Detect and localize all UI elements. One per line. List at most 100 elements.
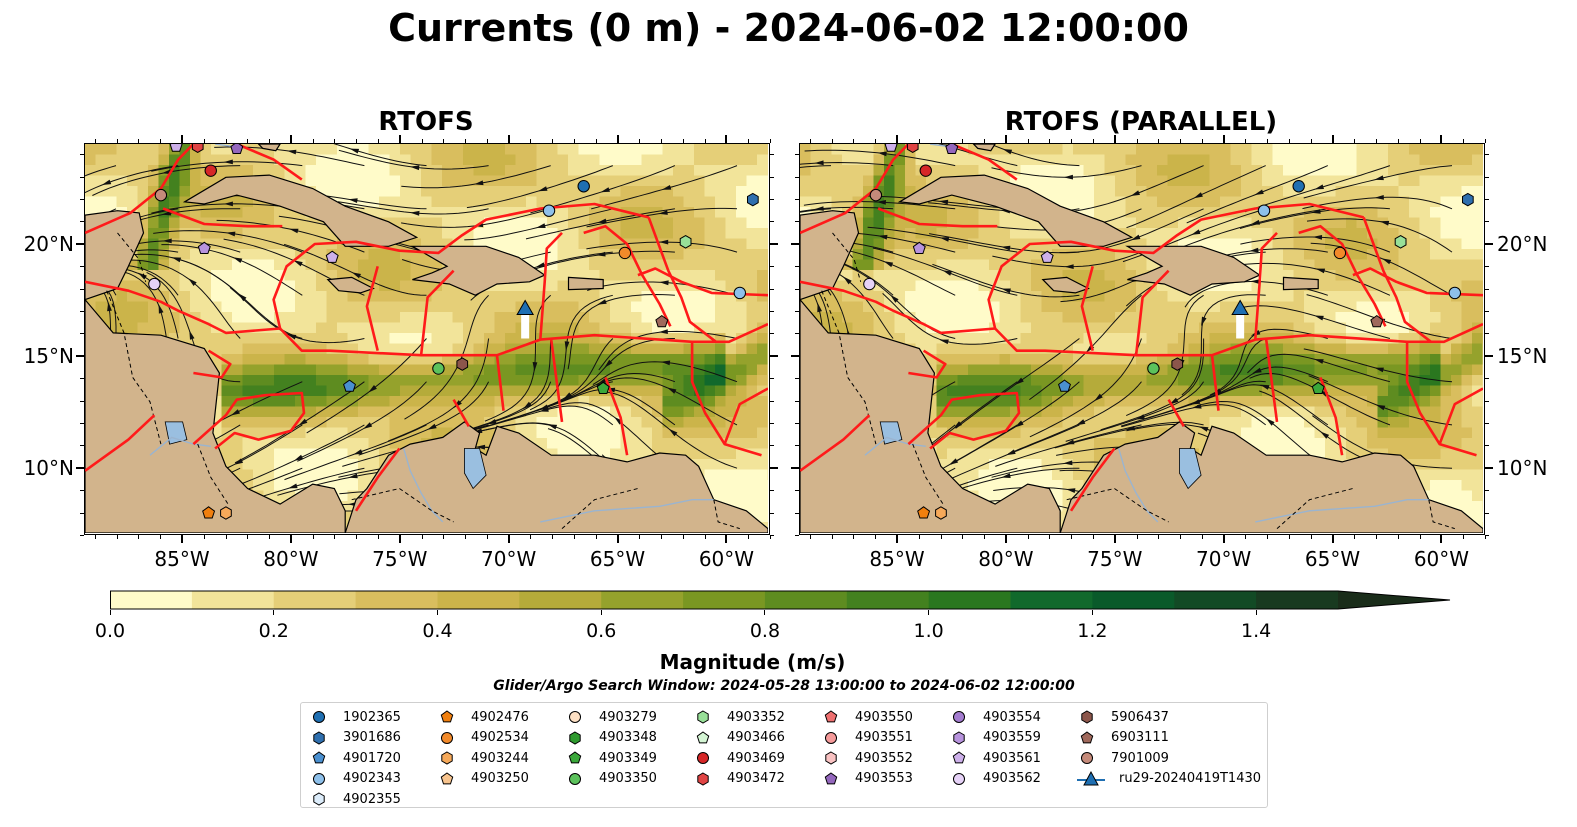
argo-float-marker[interactable] bbox=[1448, 286, 1462, 300]
legend-entry[interactable]: 4903352 bbox=[693, 707, 785, 728]
legend-label: 4903250 bbox=[471, 771, 529, 787]
legend-column: 4903550 4903551 4903552 4903553 bbox=[821, 707, 913, 789]
legend-entry[interactable]: 4903561 bbox=[949, 748, 1041, 769]
lat-minor-tick bbox=[770, 243, 774, 245]
colorbar-extend-arrow bbox=[1338, 591, 1450, 609]
argo-float-marker[interactable] bbox=[863, 277, 876, 291]
argo-float-marker[interactable] bbox=[1040, 250, 1054, 263]
argo-float-marker[interactable] bbox=[912, 241, 926, 254]
argo-float-marker[interactable] bbox=[1333, 246, 1347, 260]
lat-minor-tick bbox=[795, 176, 799, 178]
argo-float-marker[interactable] bbox=[432, 362, 445, 375]
legend-entry[interactable]: 4903551 bbox=[821, 728, 913, 749]
lon-minor-tick bbox=[897, 139, 898, 143]
argo-float-marker[interactable] bbox=[154, 188, 168, 202]
argo-float-marker[interactable] bbox=[917, 506, 931, 519]
legend-entry[interactable]: 7901009 bbox=[1077, 748, 1261, 769]
argo-float-marker[interactable] bbox=[935, 506, 947, 520]
legend-label: 4902355 bbox=[343, 791, 401, 807]
argo-float-marker[interactable] bbox=[148, 277, 161, 291]
argo-float-marker[interactable] bbox=[1147, 362, 1160, 375]
lat-minor-tick bbox=[770, 400, 774, 402]
lon-minor-tick bbox=[1027, 139, 1029, 143]
argo-float-marker[interactable] bbox=[325, 250, 339, 263]
legend-entry[interactable]: 4903469 bbox=[693, 748, 785, 769]
current-map-rtofs-parallel bbox=[800, 144, 1484, 534]
legend-entry[interactable]: 4903466 bbox=[693, 728, 785, 749]
argo-float-marker[interactable] bbox=[733, 286, 747, 300]
argo-float-marker[interactable] bbox=[169, 144, 183, 152]
lat-minor-tick bbox=[770, 154, 774, 156]
legend-entry[interactable]: 4903553 bbox=[821, 769, 913, 790]
legend-entry[interactable]: 4903250 bbox=[437, 769, 529, 790]
colorbar-bin bbox=[928, 591, 1012, 609]
argo-float-marker[interactable] bbox=[1311, 381, 1325, 394]
argo-float-marker[interactable] bbox=[220, 506, 232, 520]
argo-float-marker[interactable] bbox=[884, 144, 898, 152]
legend-entry[interactable]: 5906437 bbox=[1077, 707, 1261, 728]
argo-float-marker[interactable] bbox=[679, 235, 692, 249]
colorbar-tick-label: 0.6 bbox=[586, 620, 617, 642]
lat-minor-tick bbox=[80, 266, 84, 268]
legend-label: 4903469 bbox=[727, 750, 785, 766]
glider-marker[interactable] bbox=[516, 299, 535, 315]
legend-entry[interactable]: 4903550 bbox=[821, 707, 913, 728]
legend-entry[interactable]: 1902365 bbox=[309, 707, 401, 728]
legend-entry[interactable]: 4901720 bbox=[309, 748, 401, 769]
argo-float-marker[interactable] bbox=[655, 314, 669, 328]
legend-label: 5906437 bbox=[1111, 709, 1169, 725]
argo-float-marker[interactable] bbox=[1370, 314, 1384, 328]
argo-float-marker[interactable] bbox=[343, 379, 356, 392]
legend-entry[interactable]: 4902355 bbox=[309, 789, 401, 810]
argo-float-marker[interactable] bbox=[204, 164, 217, 177]
argo-float-marker[interactable] bbox=[197, 241, 211, 254]
argo-float-marker[interactable] bbox=[230, 144, 244, 154]
legend-entry[interactable]: 4903472 bbox=[693, 769, 785, 790]
legend-entry[interactable]: 4903244 bbox=[437, 748, 529, 769]
argo-float-marker[interactable] bbox=[191, 144, 204, 153]
map-panel-rtofs[interactable] bbox=[84, 143, 770, 535]
argo-float-marker[interactable] bbox=[456, 357, 469, 371]
argo-float-marker[interactable] bbox=[1394, 235, 1407, 249]
legend-label: 4903554 bbox=[983, 709, 1041, 725]
legend-entry[interactable]: 3901686 bbox=[309, 728, 401, 749]
lon-minor-tick bbox=[1397, 139, 1399, 143]
lat-minor-tick bbox=[795, 490, 799, 492]
legend-entry[interactable]: 4902476 bbox=[437, 707, 529, 728]
legend-entry[interactable]: 4902534 bbox=[437, 728, 529, 749]
argo-float-marker[interactable] bbox=[202, 506, 216, 519]
legend-entry[interactable]: 4902343 bbox=[309, 769, 401, 790]
legend-entry[interactable]: 4903279 bbox=[565, 707, 657, 728]
legend-entry[interactable]: 4903348 bbox=[565, 728, 657, 749]
argo-float-marker[interactable] bbox=[1171, 357, 1184, 371]
legend-entry[interactable]: 4903349 bbox=[565, 748, 657, 769]
lon-minor-tick bbox=[1419, 139, 1421, 143]
argo-float-marker[interactable] bbox=[1058, 379, 1071, 392]
colorbar-tick-mark bbox=[273, 610, 275, 615]
legend-entry[interactable]: 6903111 bbox=[1077, 728, 1261, 749]
argo-float-marker[interactable] bbox=[747, 192, 759, 207]
argo-float-marker[interactable] bbox=[1462, 192, 1474, 207]
glider-marker[interactable] bbox=[1231, 299, 1250, 315]
argo-float-marker[interactable] bbox=[869, 188, 883, 202]
lon-minor-tick bbox=[247, 139, 249, 143]
legend-entry[interactable]: 4903559 bbox=[949, 728, 1041, 749]
legend-entry[interactable]: 4903562 bbox=[949, 769, 1041, 790]
argo-float-marker[interactable] bbox=[618, 246, 632, 260]
legend-entry[interactable]: 4903554 bbox=[949, 707, 1041, 728]
map-panel-rtofs-parallel[interactable] bbox=[799, 143, 1485, 535]
lon-minor-tick bbox=[617, 535, 619, 539]
argo-float-marker[interactable] bbox=[919, 164, 932, 177]
lon-minor-tick bbox=[1245, 535, 1247, 539]
argo-float-marker[interactable] bbox=[1257, 204, 1271, 217]
lon-minor-tick bbox=[465, 535, 467, 539]
legend-entry[interactable]: ru29-20240419T1430 bbox=[1077, 769, 1261, 790]
argo-float-marker[interactable] bbox=[596, 381, 610, 394]
argo-float-marker[interactable] bbox=[1292, 180, 1305, 193]
legend-entry[interactable]: 4903350 bbox=[565, 769, 657, 790]
argo-float-marker[interactable] bbox=[542, 204, 556, 217]
argo-float-marker[interactable] bbox=[906, 144, 919, 153]
legend-entry[interactable]: 4903552 bbox=[821, 748, 913, 769]
argo-float-marker[interactable] bbox=[577, 180, 590, 193]
argo-float-marker[interactable] bbox=[945, 144, 959, 154]
